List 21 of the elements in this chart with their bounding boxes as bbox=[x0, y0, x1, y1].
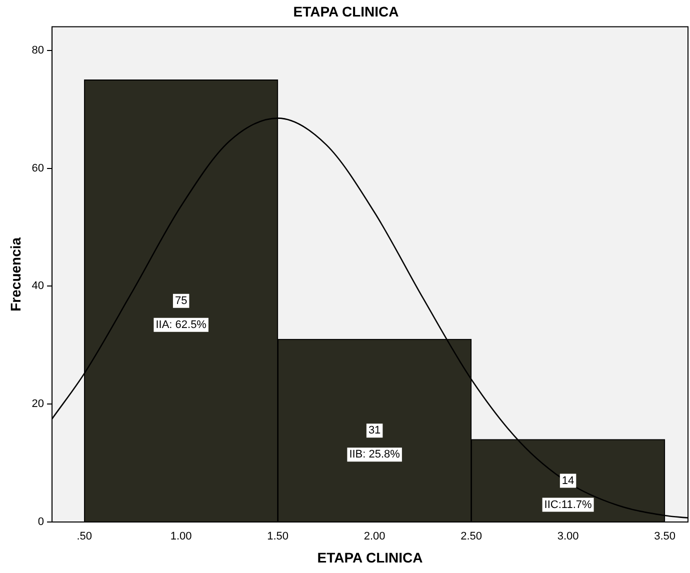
data-label: 75 bbox=[174, 294, 188, 307]
x-tick-label: 1.00 bbox=[170, 530, 192, 543]
annotation: IIA: 62.5% bbox=[156, 318, 207, 331]
x-axis-title: ETAPA CLINICA bbox=[317, 549, 423, 566]
x-tick-label: 1.50 bbox=[267, 530, 289, 543]
y-tick-label: 40 bbox=[32, 280, 44, 292]
x-tick-label: 3.00 bbox=[557, 530, 579, 543]
chart-title: ETAPA CLINICA bbox=[293, 3, 399, 20]
data-label: 31 bbox=[368, 424, 381, 437]
y-tick-label: 0 bbox=[38, 516, 44, 528]
annotation: IIC:11.7% bbox=[544, 498, 592, 511]
data-label: 14 bbox=[562, 474, 574, 487]
x-tick-label: 3.50 bbox=[654, 530, 676, 543]
y-tick-label: 80 bbox=[32, 44, 44, 56]
x-tick-label: .50 bbox=[76, 530, 92, 543]
y-tick-label: 60 bbox=[32, 162, 44, 174]
x-tick-label: 2.50 bbox=[460, 530, 482, 543]
y-axis-title: Frecuencia bbox=[7, 237, 24, 312]
y-tick-label: 20 bbox=[32, 398, 44, 410]
annotation: IIB: 25.8% bbox=[349, 448, 400, 461]
x-tick-label: 2.00 bbox=[364, 530, 386, 543]
